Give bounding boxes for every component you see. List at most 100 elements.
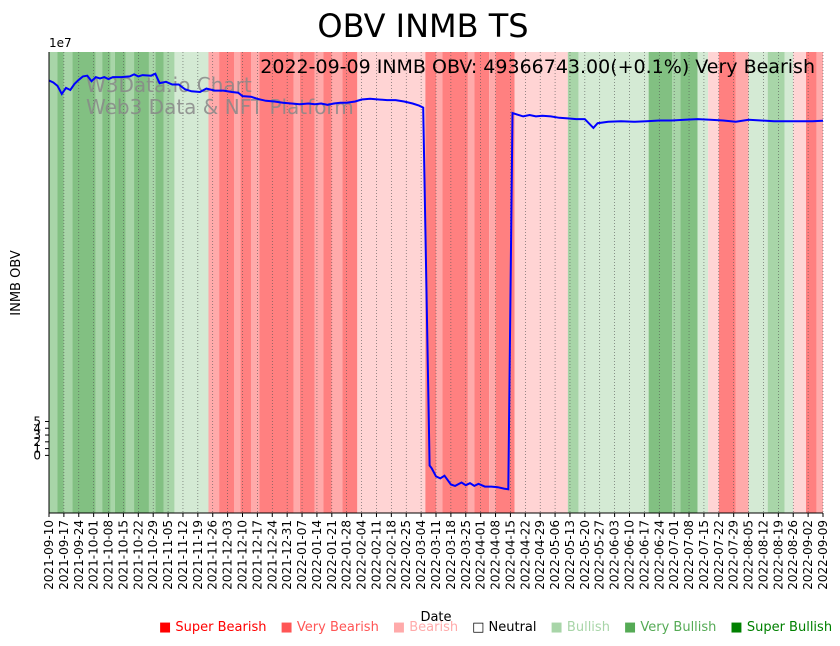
annotation-latest-value: 2022-09-09 INMB OBV: 49366743.00(+0.1%) … xyxy=(260,56,815,78)
y-tick-label: 4 xyxy=(33,421,41,435)
x-tick-label: 2022-04-15 xyxy=(503,520,517,590)
x-tick-label: 2021-12-10 xyxy=(236,520,250,590)
x-tick-label: 2021-09-10 xyxy=(42,520,56,590)
x-tick-label: 2021-12-24 xyxy=(265,520,279,590)
watermark-line-1: W3Data.io Chart xyxy=(86,73,252,97)
x-tick-label: 2021-12-31 xyxy=(280,520,294,590)
legend-item: ■ Very Bullish xyxy=(623,620,717,635)
x-tick-label: 2022-08-12 xyxy=(756,520,770,590)
legend-item: ■ Super Bullish xyxy=(730,620,833,635)
x-tick-label: 2022-07-22 xyxy=(712,520,726,590)
signal-band xyxy=(805,52,817,513)
signal-bands xyxy=(49,52,823,513)
x-tick-label: 2022-03-11 xyxy=(429,520,443,590)
signal-band xyxy=(208,52,220,513)
x-tick-label: 2021-11-05 xyxy=(161,520,175,590)
x-tick-label: 2021-09-17 xyxy=(57,520,71,590)
signal-band xyxy=(467,52,475,513)
x-tick-label: 2022-02-18 xyxy=(384,520,398,590)
signal-band xyxy=(578,52,649,513)
x-tick-label: 2021-11-19 xyxy=(191,520,205,590)
x-tick-label: 2021-12-17 xyxy=(250,520,264,590)
signal-band xyxy=(134,52,149,513)
signal-band xyxy=(767,52,785,513)
signal-band xyxy=(114,52,126,513)
x-axis-label: Date xyxy=(420,610,451,625)
x-tick-label: 2022-01-07 xyxy=(295,520,309,590)
x-tick-label: 2022-05-13 xyxy=(563,520,577,590)
signal-band xyxy=(314,52,324,513)
x-tick-label: 2022-03-25 xyxy=(459,520,473,590)
x-tick-label: 2022-02-11 xyxy=(369,520,383,590)
x-tick-label: 2022-07-01 xyxy=(667,520,681,590)
x-tick-label: 2022-07-29 xyxy=(727,520,741,590)
x-tick-label: 2021-09-24 xyxy=(72,520,86,590)
y-tick-label: 2 xyxy=(33,435,41,449)
chart-title: OBV INMB TS xyxy=(317,7,528,45)
legend-item: □ Neutral xyxy=(472,620,537,635)
legend-item: ■ Bullish xyxy=(550,620,610,635)
signal-band xyxy=(474,52,490,513)
signal-band xyxy=(233,52,241,513)
y-exponent-label: 1e7 xyxy=(49,36,72,50)
y-tick-label: 5 xyxy=(33,414,41,428)
x-tick-label: 2022-01-28 xyxy=(340,520,354,590)
x-tick-label: 2022-08-05 xyxy=(742,520,756,590)
signal-band xyxy=(489,52,496,513)
x-axis-ticks: 2021-09-10 2021-09-17 2021-09-24 2021-10-01… xyxy=(42,513,830,590)
signal-band xyxy=(680,52,698,513)
x-tick-label: 2021-11-12 xyxy=(176,520,190,590)
x-tick-label: 2022-03-18 xyxy=(444,520,458,590)
x-tick-label: 2022-07-15 xyxy=(697,520,711,590)
legend-item: ■ Very Bearish xyxy=(280,620,379,635)
x-tick-label: 2021-10-15 xyxy=(116,520,130,590)
x-tick-label: 2022-04-01 xyxy=(474,520,488,590)
obv-series-line xyxy=(48,72,824,491)
x-tick-label: 2022-04-22 xyxy=(518,520,532,590)
signal-band xyxy=(110,52,115,513)
x-tick-label: 2022-02-04 xyxy=(355,520,369,590)
signal-legend: ■ Super Bearish ■ Very Bearish ■ Bearish □ … xyxy=(159,620,840,635)
signal-band xyxy=(793,52,806,513)
x-tick-label: 2021-11-26 xyxy=(206,520,220,590)
x-tick-label: 2022-06-03 xyxy=(608,520,622,590)
signal-band xyxy=(49,52,58,513)
signal-band xyxy=(342,52,358,513)
x-tick-label: 2022-06-10 xyxy=(623,520,637,590)
signal-band xyxy=(514,52,568,513)
signal-band xyxy=(784,52,794,513)
x-tick-label: 2021-12-03 xyxy=(221,520,235,590)
x-tick-label: 2021-10-08 xyxy=(102,520,116,590)
x-tick-label: 2022-04-29 xyxy=(533,520,547,590)
signal-band xyxy=(174,52,209,513)
signal-band xyxy=(718,52,736,513)
x-tick-label: 2022-09-02 xyxy=(801,520,815,590)
signal-band xyxy=(442,52,468,513)
legend-item: ■ Super Bearish xyxy=(159,620,267,635)
signal-band xyxy=(72,52,96,513)
signal-band xyxy=(299,52,315,513)
signal-band xyxy=(697,52,709,513)
x-tick-label: 2022-05-06 xyxy=(548,520,562,590)
signal-band xyxy=(148,52,156,513)
y-axis-label: INMB OBV xyxy=(9,250,24,316)
signal-band xyxy=(425,52,436,513)
signal-band xyxy=(251,52,260,513)
signal-band xyxy=(155,52,164,513)
legend-item: ■ Bearish xyxy=(392,620,459,635)
x-tick-label: 2022-01-21 xyxy=(325,520,339,590)
x-tick-label: 2021-10-01 xyxy=(87,520,101,590)
signal-band xyxy=(259,52,294,513)
x-tick-label: 2022-08-19 xyxy=(771,520,785,590)
x-tick-label: 2022-09-09 xyxy=(816,520,830,590)
signal-band xyxy=(672,52,681,513)
signal-band xyxy=(95,52,103,513)
signal-band xyxy=(735,52,749,513)
signal-band xyxy=(219,52,234,513)
y-tick-label: 0 xyxy=(33,448,41,462)
signal-band xyxy=(125,52,135,513)
x-tick-label: 2022-07-08 xyxy=(682,520,696,590)
signal-band xyxy=(57,52,64,513)
signal-band xyxy=(331,52,343,513)
